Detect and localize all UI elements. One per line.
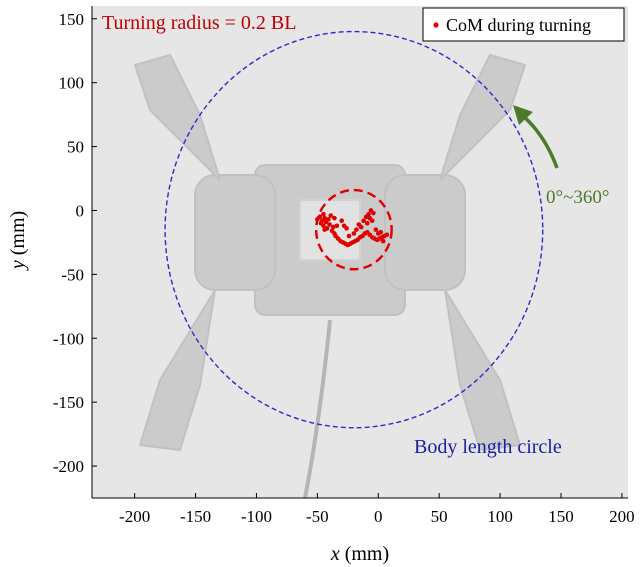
rotation-range-annotation: 0°~360° (546, 187, 609, 208)
com-point (344, 226, 349, 231)
y-tick-label: -200 (53, 457, 84, 476)
com-points-layer (315, 208, 390, 248)
body-length-annotation: Body length circle (414, 436, 562, 458)
com-point (326, 217, 331, 222)
com-point (380, 238, 386, 244)
com-point (328, 213, 334, 218)
robot-cable (303, 319, 332, 499)
x-tick-label: 200 (609, 507, 635, 526)
y-ticks: -200 -150 -100 -50 0 50 100 150 (53, 10, 97, 476)
com-point (332, 215, 337, 221)
rotation-arrow-line (520, 113, 559, 169)
com-point (354, 227, 359, 232)
com-point (339, 218, 345, 223)
com-point (315, 217, 320, 222)
com-point (373, 227, 379, 232)
com-point (321, 223, 326, 229)
com-point (366, 212, 371, 217)
circles-layer (164, 30, 544, 429)
robot-photo-silhouette (133, 53, 527, 452)
y-tick-label: 0 (76, 201, 85, 220)
rotation-arrow-head-icon (513, 105, 533, 125)
com-point (322, 215, 327, 221)
com-point (330, 224, 336, 230)
x-ticks: -200 -150 -100 -50 0 50 100 150 200 (119, 493, 635, 526)
x-tick-label: -100 (241, 507, 272, 526)
com-point (361, 218, 366, 223)
x-tick-label: 100 (487, 507, 513, 526)
body-length-circle (164, 30, 544, 429)
x-tick-label: 50 (431, 507, 448, 526)
x-tick-label: 150 (548, 507, 574, 526)
com-point (351, 231, 357, 236)
legend-entry-label: CoM during turning (446, 15, 591, 35)
y-axis-label: y (mm) (7, 211, 29, 271)
com-point (346, 233, 352, 239)
y-tick-label: 50 (67, 138, 84, 157)
com-point (367, 215, 373, 221)
y-tick-label: -150 (53, 393, 84, 412)
com-point (358, 224, 364, 230)
legend-box (422, 7, 625, 42)
com-point (321, 212, 326, 217)
plot-area (92, 6, 628, 499)
com-point (371, 210, 376, 216)
x-tick-label: 0 (374, 507, 383, 526)
com-point (327, 222, 332, 227)
com-point (322, 227, 327, 232)
x-tick-label: -200 (119, 507, 150, 526)
x-axis-label: x (mm) (330, 543, 389, 565)
x-tick-label: -150 (180, 507, 211, 526)
legend-marker-icon (433, 22, 439, 28)
turning-radius-circle (314, 188, 393, 271)
com-point (365, 220, 370, 226)
x-tick-label: -50 (306, 507, 329, 526)
legend: CoM during turning (422, 7, 625, 42)
com-point (384, 232, 390, 238)
com-point (334, 223, 340, 229)
y-tick-label: 100 (59, 74, 85, 93)
y-tick-label: 150 (59, 10, 85, 29)
y-tick-label: -50 (61, 265, 84, 284)
turning-radius-annotation: Turning radius = 0.2 BL (102, 12, 296, 34)
y-tick-label: -100 (53, 329, 84, 348)
com-point (375, 231, 381, 236)
